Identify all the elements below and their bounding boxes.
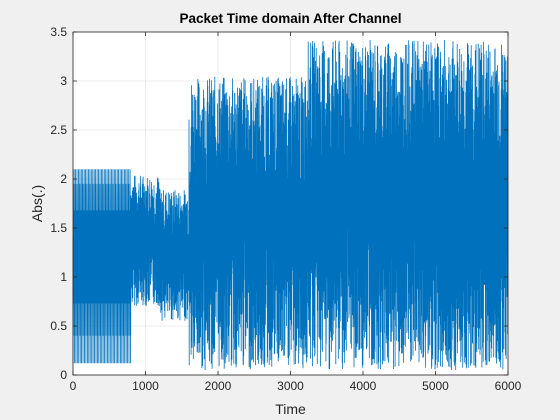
- x-tick-label: 3000: [277, 379, 304, 393]
- y-tick-label: 3: [60, 74, 67, 88]
- x-tick-label: 5000: [422, 379, 449, 393]
- y-tick-label: 0.5: [50, 319, 67, 333]
- x-axis-label: Time: [275, 401, 306, 417]
- series-group: [72, 39, 509, 371]
- tick-group: 0 1000 2000 3000 4000 5000 6000 0 0.5 1 1.5 2 2.5 3 3.…: [50, 25, 521, 393]
- y-tick-label: 0: [60, 368, 67, 382]
- x-tick-label: 6000: [495, 379, 522, 393]
- x-tick-label: 2000: [205, 379, 232, 393]
- y-tick-label: 2: [60, 172, 67, 186]
- x-tick-label: 1000: [132, 379, 159, 393]
- x-tick-label: 0: [70, 379, 77, 393]
- y-tick-label: 1.5: [50, 221, 67, 235]
- y-axis-label: Abs(.): [29, 185, 45, 222]
- x-tick-label: 4000: [350, 379, 377, 393]
- chart-title: Packet Time domain After Channel: [179, 11, 401, 26]
- y-tick-label: 2.5: [50, 123, 67, 137]
- y-tick-label: 1: [60, 270, 67, 284]
- y-tick-label: 3.5: [50, 25, 67, 39]
- series-line: [72, 39, 509, 371]
